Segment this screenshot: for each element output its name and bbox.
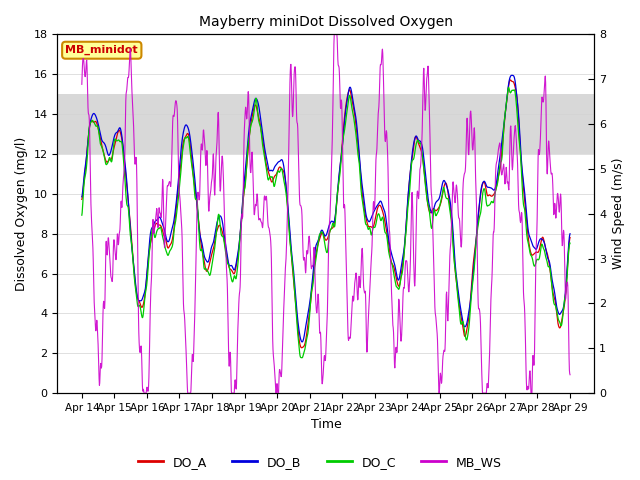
Legend: DO_A, DO_B, DO_C, MB_WS: DO_A, DO_B, DO_C, MB_WS [133, 451, 507, 474]
X-axis label: Time: Time [310, 419, 341, 432]
Bar [58, 94, 595, 154]
Title: Mayberry miniDot Dissolved Oxygen: Mayberry miniDot Dissolved Oxygen [199, 15, 453, 29]
Y-axis label: Wind Speed (m/s): Wind Speed (m/s) [612, 158, 625, 269]
Text: MB_minidot: MB_minidot [65, 45, 138, 55]
Y-axis label: Dissolved Oxygen (mg/l): Dissolved Oxygen (mg/l) [15, 137, 28, 291]
